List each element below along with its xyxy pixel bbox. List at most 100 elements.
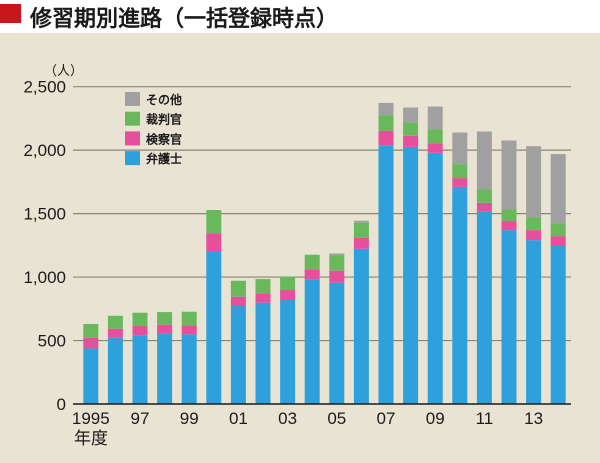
legend-item: 弁護士: [125, 151, 182, 166]
y-tick-label: 2,000: [23, 141, 66, 160]
legend-swatch: [125, 131, 140, 146]
bar-segment-弁護士: [230, 306, 246, 404]
x-axis-ticks: 1995 97 99 01 03 05 07 09 11 13: [72, 409, 543, 428]
bar-segment-検察官: [107, 328, 123, 338]
bar-segment-裁判官: [206, 210, 222, 234]
bar-segment-裁判官: [107, 315, 123, 329]
bar-segment-裁判官: [476, 189, 492, 203]
bar-stack-2013: [526, 146, 542, 404]
bar-segment-検察官: [329, 270, 345, 283]
bar-segment-検察官: [427, 143, 443, 153]
bar-stack-2000: [206, 210, 222, 404]
legend-swatch: [125, 151, 140, 166]
x-tick-label: 03: [278, 409, 297, 428]
y-tick-label: 0: [57, 395, 66, 414]
bar-segment-検察官: [378, 130, 394, 146]
y-axis-unit: （人）: [44, 64, 83, 79]
bar-segment-検察官: [230, 296, 246, 307]
bar-segment-弁護士: [550, 245, 566, 404]
bar-segment-弁護士: [501, 230, 517, 404]
bar-stack-2005: [329, 253, 345, 404]
legend-label: その他: [146, 92, 182, 107]
bar-segment-検察官: [526, 230, 542, 241]
bar-segment-検察官: [476, 202, 492, 212]
bar-stack-2009: [427, 106, 443, 404]
bar-segment-裁判官: [181, 311, 197, 326]
bar-segment-検察官: [83, 337, 99, 349]
bar-segment-裁判官: [427, 129, 443, 144]
bar-segment-その他: [550, 154, 566, 224]
bar-segment-裁判官: [526, 217, 542, 231]
bar-stack-2014: [550, 154, 566, 404]
bar-segment-裁判官: [550, 223, 566, 237]
bar-segment-検察官: [550, 236, 566, 246]
bar-segment-検察官: [353, 237, 369, 249]
bar-stack-1996: [107, 315, 123, 404]
bar-segment-弁護士: [181, 334, 197, 404]
bar-segment-裁判官: [452, 164, 468, 179]
y-tick-label: 2,500: [23, 78, 66, 97]
bar-segment-その他: [501, 140, 517, 210]
legend-item: 検察官: [125, 131, 182, 146]
legend-label: 裁判官: [146, 112, 182, 127]
bar-segment-弁護士: [280, 300, 296, 404]
bar-segment-弁護士: [378, 145, 394, 404]
bar-segment-裁判官: [255, 279, 271, 294]
bar-stack-2012: [501, 140, 517, 404]
bar-segment-裁判官: [501, 209, 517, 222]
bar-segment-弁護士: [476, 211, 492, 404]
bar-stack-2006: [353, 220, 369, 404]
bar-segment-検察官: [206, 233, 222, 252]
bar-stack-2001: [230, 280, 246, 404]
legend-label: 弁護士: [146, 151, 182, 166]
bar-segment-検察官: [501, 221, 517, 231]
bar-segment-弁護士: [403, 146, 419, 404]
y-tick-label: 500: [38, 332, 66, 351]
bar-segment-裁判官: [329, 255, 345, 271]
legend-swatch: [125, 111, 140, 126]
chart-title: 修習期別進路（一括登録時点）: [30, 7, 339, 32]
title-bar: 修習期別進路（一括登録時点）: [0, 0, 600, 33]
bar-segment-検察官: [181, 325, 197, 335]
legend-item: その他: [125, 92, 182, 107]
bar-segment-弁護士: [206, 251, 222, 404]
legend-item: 裁判官: [125, 111, 182, 127]
x-tick-label: 09: [426, 409, 445, 428]
legend-swatch: [125, 92, 140, 106]
bar-segment-その他: [329, 253, 345, 256]
bar-segment-裁判官: [353, 222, 369, 238]
x-tick-label: 07: [377, 409, 396, 428]
x-tick-label: 05: [327, 409, 346, 428]
x-tick-label: 11: [476, 409, 494, 428]
legend-label: 検察官: [146, 131, 182, 146]
x-tick-label: 97: [131, 409, 150, 428]
bar-segment-弁護士: [526, 240, 542, 404]
bar-segment-弁護士: [353, 248, 369, 404]
bar-segment-裁判官: [230, 280, 246, 297]
bar-stack-2010: [452, 132, 468, 404]
bar-segment-その他: [403, 107, 419, 123]
bar-stack-2003: [280, 276, 296, 404]
bar-segment-検察官: [132, 326, 148, 336]
bar-segment-裁判官: [378, 115, 394, 131]
bar-segment-裁判官: [83, 324, 99, 338]
bar-stack-1999: [181, 311, 197, 404]
bar-segment-その他: [476, 131, 492, 190]
bar-segment-弁護士: [83, 348, 99, 404]
x-axis-label: 年度: [74, 429, 108, 448]
bar-segment-その他: [353, 220, 369, 223]
bar-segment-その他: [427, 106, 443, 130]
bar-segment-検察官: [280, 290, 296, 301]
bar-segment-その他: [378, 102, 394, 116]
bar-segment-その他: [452, 132, 468, 165]
x-tick-label: 13: [524, 409, 543, 428]
bar-segment-検察官: [157, 324, 173, 334]
bar-stack-1998: [157, 312, 173, 404]
bar-segment-検察官: [403, 135, 419, 147]
bar-segment-検察官: [452, 178, 468, 187]
bar-segment-弁護士: [132, 335, 148, 404]
bar-stack-2007: [378, 102, 394, 404]
bar-segment-弁護士: [452, 186, 468, 404]
